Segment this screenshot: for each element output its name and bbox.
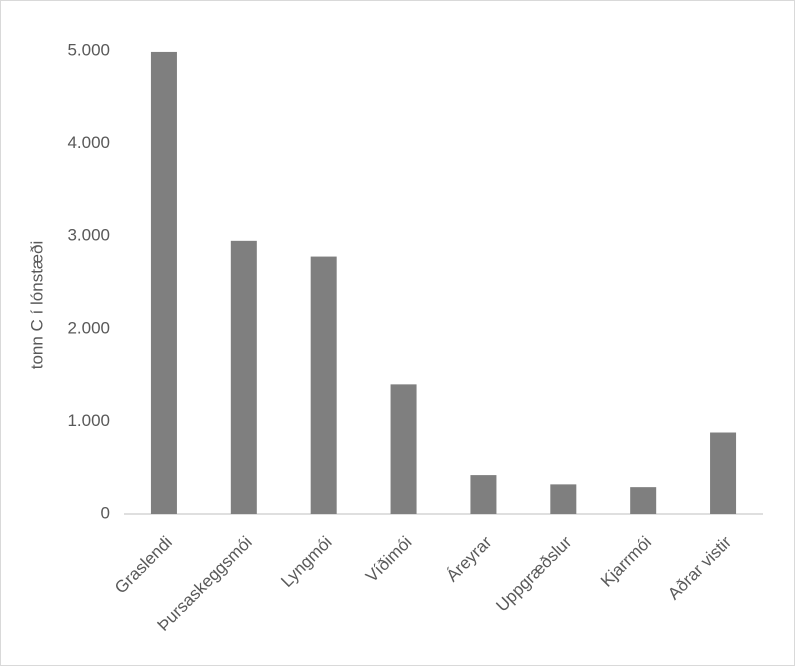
- y-tick-label: 4.000: [67, 133, 110, 152]
- y-tick-label: 1.000: [67, 411, 110, 430]
- bar: [390, 384, 417, 514]
- bar: [150, 51, 177, 515]
- bar: [470, 475, 497, 514]
- y-axis-label: tonn C í lónstæði: [27, 241, 46, 370]
- bar: [550, 484, 577, 514]
- y-tick-label: 0: [101, 503, 110, 522]
- y-tick-label: 3.000: [67, 226, 110, 245]
- bar: [230, 240, 257, 514]
- y-tick-label: 5.000: [67, 40, 110, 59]
- bar: [310, 256, 337, 514]
- bar: [630, 487, 657, 514]
- y-tick-label: 2.000: [67, 318, 110, 337]
- bar: [710, 432, 737, 514]
